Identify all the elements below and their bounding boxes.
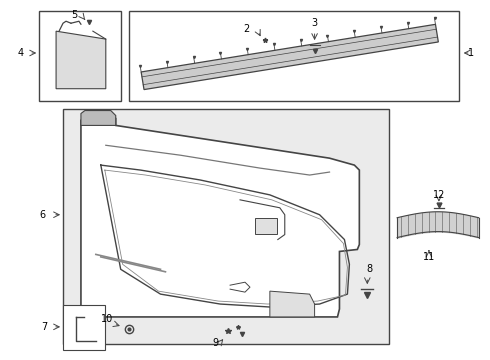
Text: 11: 11 bbox=[423, 252, 435, 262]
Text: 2: 2 bbox=[244, 24, 250, 34]
Text: 4: 4 bbox=[17, 48, 23, 58]
Bar bbox=[63, 109, 389, 344]
Text: 1: 1 bbox=[467, 48, 474, 58]
Polygon shape bbox=[141, 24, 439, 90]
Text: 9: 9 bbox=[212, 338, 218, 348]
Text: 7: 7 bbox=[41, 322, 47, 332]
Text: 5: 5 bbox=[71, 10, 77, 20]
Text: 3: 3 bbox=[312, 18, 318, 28]
Polygon shape bbox=[56, 31, 106, 89]
Text: 6: 6 bbox=[39, 210, 45, 220]
Bar bbox=[39, 11, 121, 100]
Bar bbox=[129, 11, 459, 100]
Polygon shape bbox=[270, 291, 315, 317]
Polygon shape bbox=[81, 111, 116, 125]
Text: 8: 8 bbox=[366, 264, 372, 274]
Text: 12: 12 bbox=[433, 190, 445, 200]
Text: 10: 10 bbox=[100, 314, 113, 324]
Bar bbox=[255, 218, 277, 234]
Bar bbox=[63, 305, 105, 350]
Polygon shape bbox=[81, 113, 359, 317]
